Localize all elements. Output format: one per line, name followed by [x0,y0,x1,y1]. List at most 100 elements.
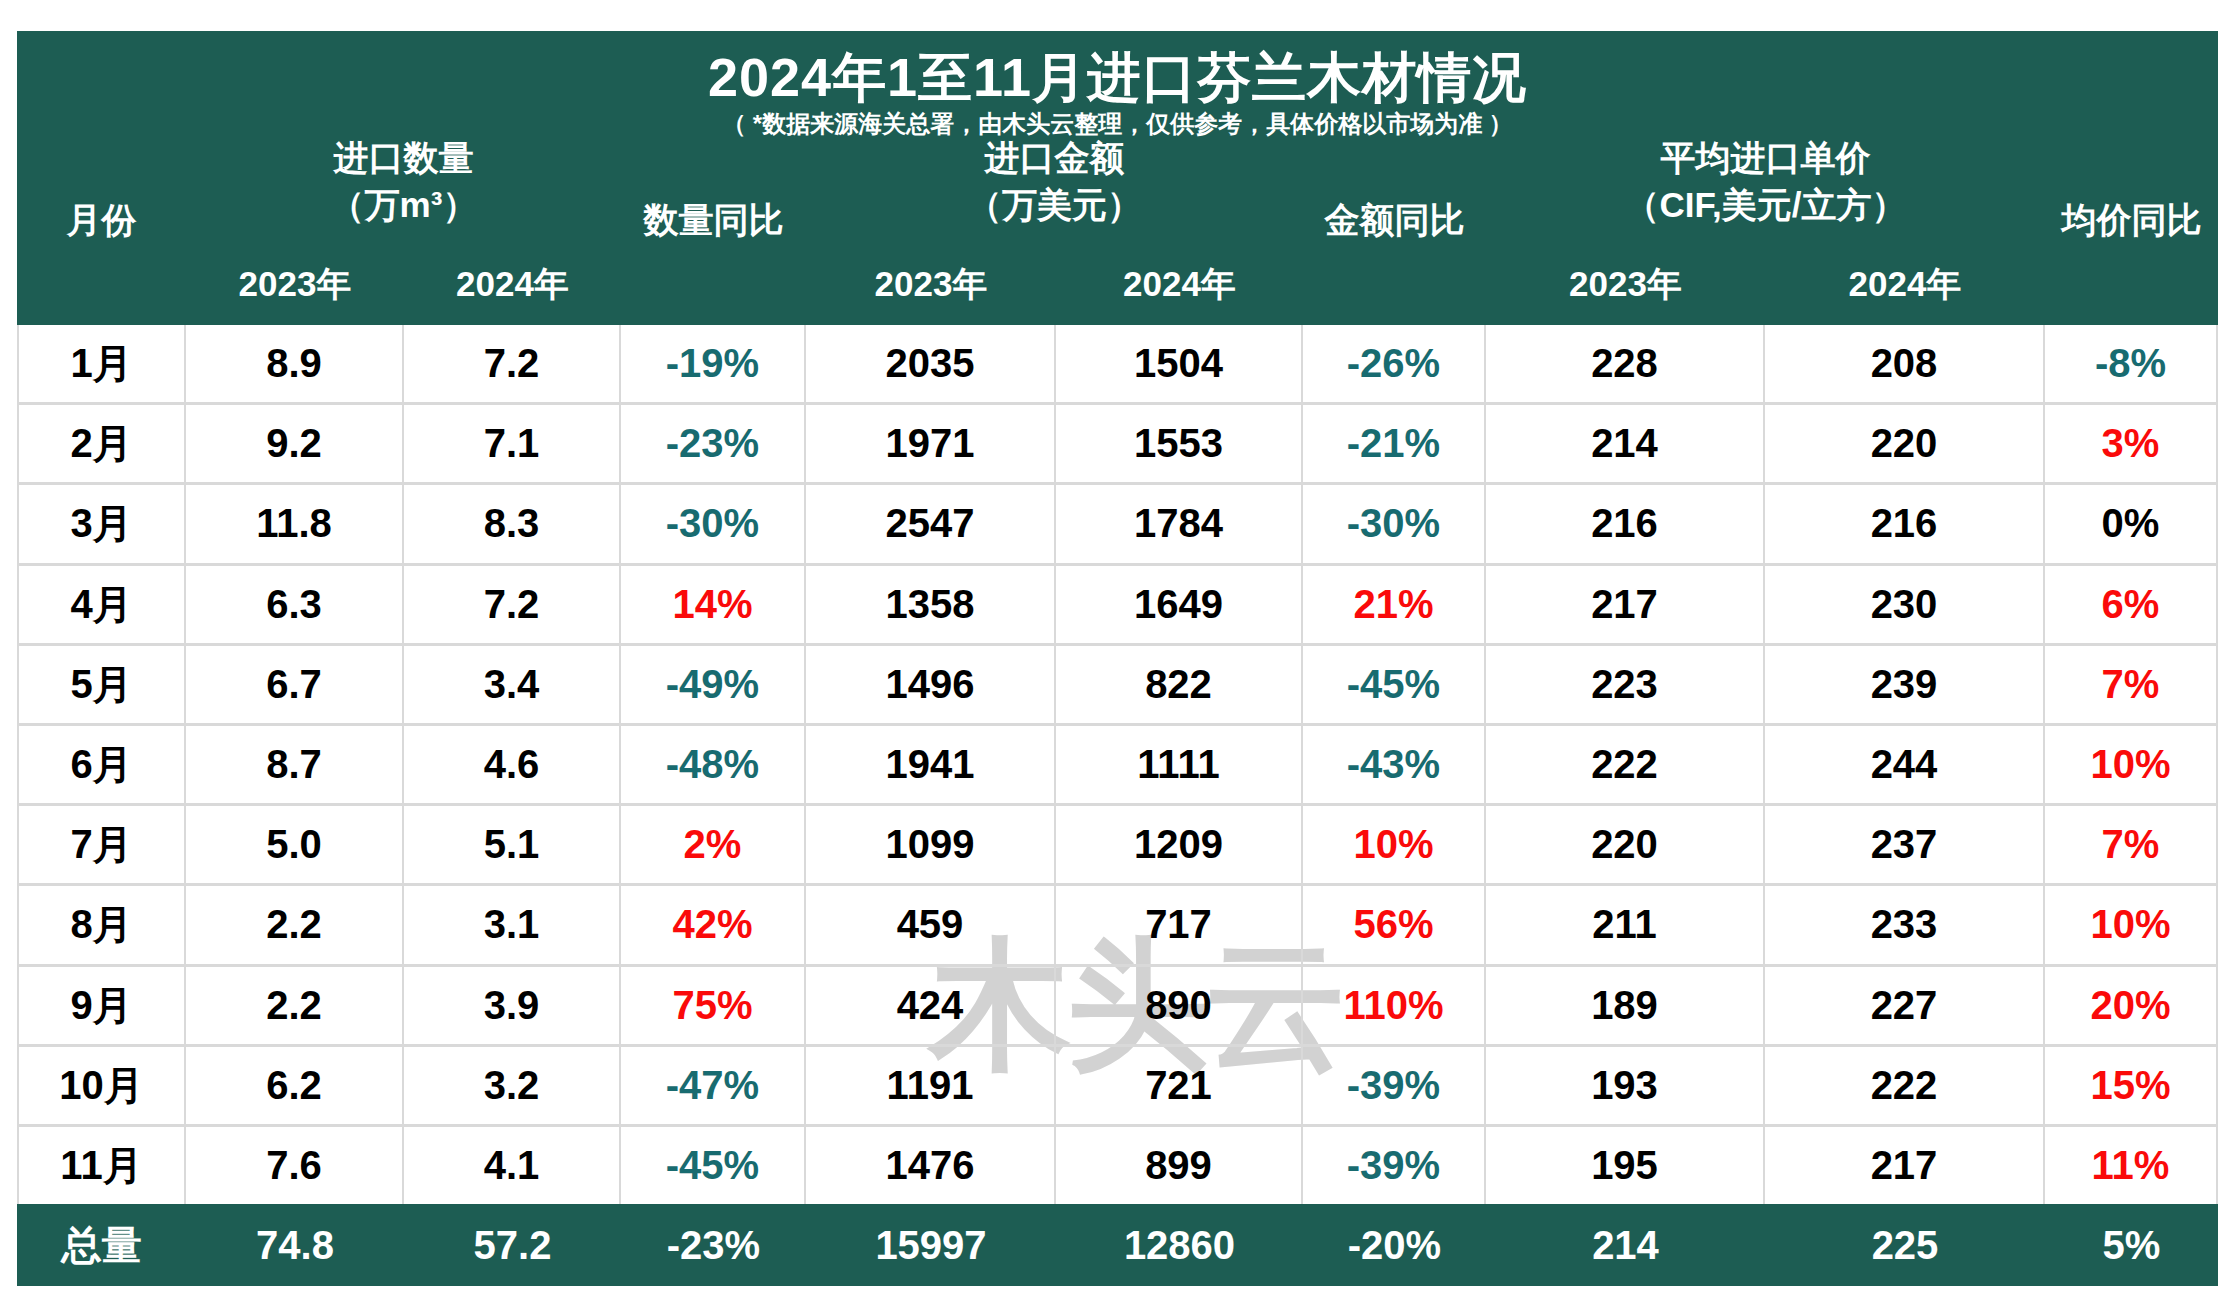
page-title: 2024年1至11月进口芬兰木材情况 [17,31,2218,109]
qty-yoy-cell: -23% [621,1204,806,1286]
amt-2023-cell: 2035 [806,325,1056,402]
amt-2024-cell: 822 [1056,646,1303,723]
amt-2024-cell: 1504 [1056,325,1303,402]
qty-2023-cell: 2.2 [186,886,404,963]
amt-2024-cell: 12860 [1056,1204,1303,1286]
amt-2023-cell: 1191 [806,1047,1056,1124]
price-yoy-cell: 10% [2045,886,2216,963]
price-2023-cell: 228 [1486,325,1765,402]
table-header: 2024年1至11月进口芬兰木材情况 （ *数据来源海关总署，由木头云整理，仅供… [17,31,2218,325]
amt-2023-cell: 1358 [806,566,1056,643]
qty-2024-cell: 3.2 [404,1047,621,1124]
price-yoy-cell: 6% [2045,566,2216,643]
price-2024-cell: 227 [1765,967,2045,1044]
price-2023-cell: 189 [1486,967,1765,1044]
col-header-qty-yoy: 数量同比 [621,139,806,325]
month-cell: 3月 [19,485,186,562]
table-row: 1月8.97.2-19%20351504-26%228208-8% [19,325,2216,405]
price-2023-cell: 211 [1486,886,1765,963]
amt-yoy-cell: -39% [1303,1127,1486,1204]
amt-2024-cell: 721 [1056,1047,1303,1124]
amt-2023-cell: 1941 [806,726,1056,803]
month-cell: 9月 [19,967,186,1044]
amt-yoy-cell: -39% [1303,1047,1486,1124]
amt-yoy-cell: -20% [1303,1204,1486,1286]
price-2024-cell: 233 [1765,886,2045,963]
qty-2024-cell: 3.1 [404,886,621,963]
qty-yoy-cell: -23% [621,405,806,482]
table-row: 6月8.74.6-48%19411111-43%22224410% [19,726,2216,806]
qty-yoy-cell: 2% [621,806,806,883]
qty-2024-cell: 7.2 [404,325,621,402]
amt-2024-cell: 1649 [1056,566,1303,643]
month-cell: 10月 [19,1047,186,1124]
qty-2023-cell: 9.2 [186,405,404,482]
qty-2024-cell: 5.1 [404,806,621,883]
total-row: 总量74.857.2-23%1599712860-20%2142255% [17,1204,2218,1286]
price-yoy-cell: 0% [2045,485,2216,562]
price-year-2023-header: 2023年 [1486,243,1765,325]
price-2024-cell: 220 [1765,405,2045,482]
qty-2023-cell: 74.8 [186,1204,404,1286]
price-yoy-cell: 3% [2045,405,2216,482]
amt-yoy-cell: -30% [1303,485,1486,562]
month-cell: 8月 [19,886,186,963]
price-yoy-cell: 15% [2045,1047,2216,1124]
amt-yoy-cell: 21% [1303,566,1486,643]
qty-2024-cell: 7.2 [404,566,621,643]
price-2024-cell: 208 [1765,325,2045,402]
amt-yoy-cell: 110% [1303,967,1486,1044]
amt-2023-cell: 1099 [806,806,1056,883]
amt-2023-cell: 15997 [806,1204,1056,1286]
qty-2023-cell: 8.7 [186,726,404,803]
amt-yoy-cell: 56% [1303,886,1486,963]
amt-2024-cell: 1209 [1056,806,1303,883]
qty-year-2024-header: 2024年 [404,243,621,325]
qty-2023-cell: 6.2 [186,1047,404,1124]
table-row: 9月2.23.975%424890110%18922720% [19,967,2216,1047]
table-row: 3月11.88.3-30%25471784-30%2162160% [19,485,2216,565]
amt-2024-cell: 890 [1056,967,1303,1044]
qty-year-2023-header: 2023年 [186,243,404,325]
col-group-avg-unit-price: 平均进口单价 （CIF,美元/立方） [1486,139,2045,243]
qty-2023-cell: 7.6 [186,1127,404,1204]
amt-year-2024-header: 2024年 [1056,243,1303,325]
amt-2023-cell: 1476 [806,1127,1056,1204]
price-2023-cell: 216 [1486,485,1765,562]
amt-2024-cell: 899 [1056,1127,1303,1204]
price-yoy-cell: 11% [2045,1127,2216,1204]
price-2024-cell: 216 [1765,485,2045,562]
price-year-2024-header: 2024年 [1765,243,2045,325]
price-2023-cell: 220 [1486,806,1765,883]
price-2024-cell: 222 [1765,1047,2045,1124]
price-yoy-cell: 5% [2045,1204,2218,1286]
qty-2023-cell: 11.8 [186,485,404,562]
month-cell: 7月 [19,806,186,883]
price-2024-cell: 237 [1765,806,2045,883]
price-2024-cell: 239 [1765,646,2045,723]
qty-yoy-cell: -30% [621,485,806,562]
column-headers: 月份 进口数量 （万m³） 数量同比 进口金额 （万美元） 金额同比 平均进口单… [17,139,2218,325]
table-row: 2月9.27.1-23%19711553-21%2142203% [19,405,2216,485]
qty-2024-cell: 4.6 [404,726,621,803]
qty-2024-cell: 8.3 [404,485,621,562]
price-2023-cell: 193 [1486,1047,1765,1124]
qty-2023-cell: 2.2 [186,967,404,1044]
amt-2023-cell: 1496 [806,646,1056,723]
price-unit-label: （CIF,美元/立方） [1625,181,1907,228]
month-cell: 4月 [19,566,186,643]
qty-2023-cell: 8.9 [186,325,404,402]
qty-2023-cell: 6.7 [186,646,404,723]
amt-yoy-cell: -43% [1303,726,1486,803]
amt-yoy-cell: -26% [1303,325,1486,402]
table-row: 10月6.23.2-47%1191721-39%19322215% [19,1047,2216,1127]
qty-yoy-cell: -19% [621,325,806,402]
price-2023-cell: 222 [1486,726,1765,803]
price-2024-cell: 225 [1765,1204,2045,1286]
price-2023-cell: 195 [1486,1127,1765,1204]
month-cell: 总量 [17,1204,186,1286]
qty-group-label: 进口数量 [334,134,474,181]
qty-yoy-cell: -49% [621,646,806,723]
amt-2024-cell: 1553 [1056,405,1303,482]
amt-2023-cell: 424 [806,967,1056,1044]
